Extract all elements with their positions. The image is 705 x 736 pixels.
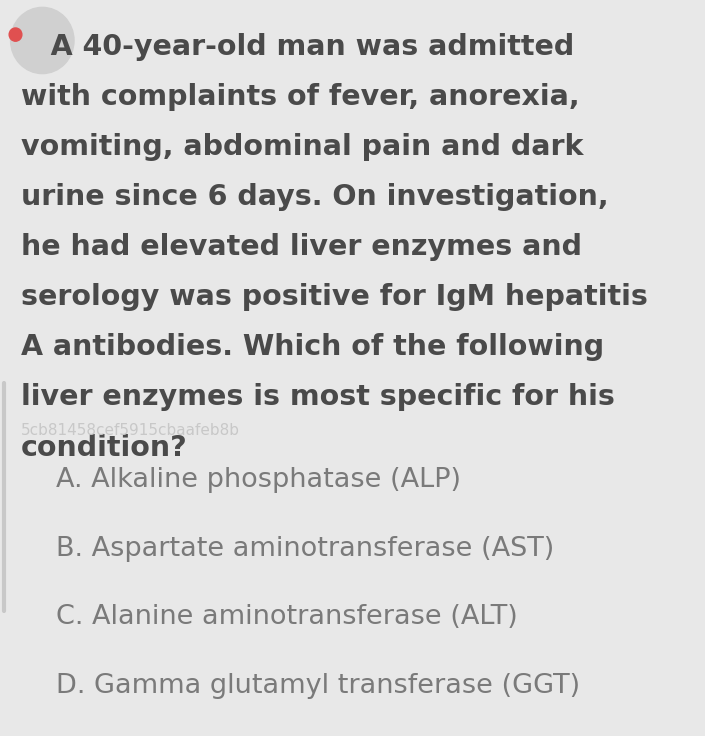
- Text: with complaints of fever, anorexia,: with complaints of fever, anorexia,: [21, 83, 580, 111]
- Text: liver enzymes is most specific for his: liver enzymes is most specific for his: [21, 383, 615, 411]
- Text: A antibodies. Which of the following: A antibodies. Which of the following: [21, 333, 604, 361]
- Text: A. Alkaline phosphatase (ALP): A. Alkaline phosphatase (ALP): [56, 467, 461, 493]
- Text: 5cb81458cef5915cbaafeb8b: 5cb81458cef5915cbaafeb8b: [21, 423, 240, 438]
- Text: A 40-year-old man was admitted: A 40-year-old man was admitted: [21, 33, 575, 61]
- Text: urine since 6 days. On investigation,: urine since 6 days. On investigation,: [21, 183, 609, 211]
- Text: serology was positive for IgM hepatitis: serology was positive for IgM hepatitis: [21, 283, 648, 311]
- Circle shape: [11, 7, 74, 74]
- Text: D. Gamma glutamyl transferase (GGT): D. Gamma glutamyl transferase (GGT): [56, 673, 580, 698]
- Circle shape: [9, 28, 22, 41]
- Text: condition?: condition?: [21, 434, 188, 461]
- Text: he had elevated liver enzymes and: he had elevated liver enzymes and: [21, 233, 582, 261]
- Text: vomiting, abdominal pain and dark: vomiting, abdominal pain and dark: [21, 133, 584, 161]
- Text: B. Aspartate aminotransferase (AST): B. Aspartate aminotransferase (AST): [56, 536, 555, 562]
- Text: C. Alanine aminotransferase (ALT): C. Alanine aminotransferase (ALT): [56, 604, 518, 630]
